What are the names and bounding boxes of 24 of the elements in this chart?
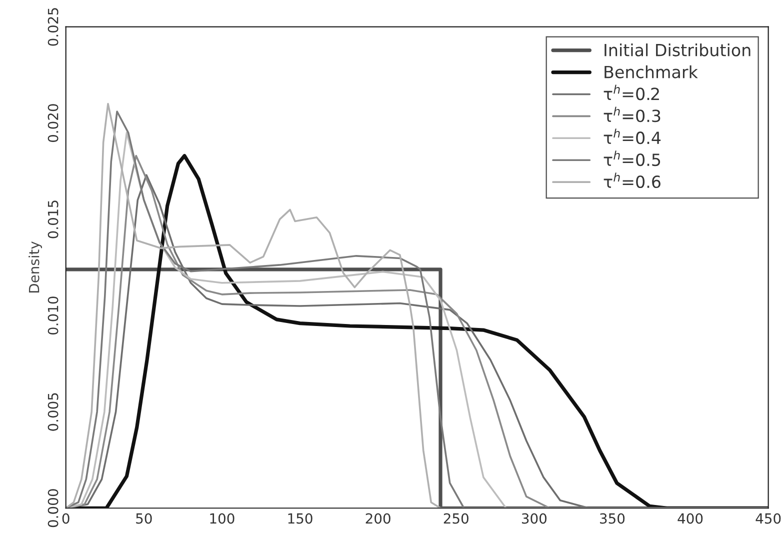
x-tick-label: 150: [288, 513, 312, 524]
legend-label: τ$^{h}$=0.5: [604, 150, 660, 166]
y-tick-label: 0.020: [48, 104, 58, 142]
x-tick-label: 300: [522, 513, 546, 524]
legend-label: Initial Distribution: [604, 43, 750, 56]
y-tick-label: 0.025: [48, 8, 58, 46]
x-tick-label: 250: [444, 513, 468, 524]
x-tick-label: 200: [366, 513, 390, 524]
y-tick-label: 0.000: [48, 489, 58, 528]
x-tick-label: 350: [600, 513, 625, 524]
x-tick-label: 400: [678, 513, 703, 524]
y-axis-title: Density: [28, 241, 42, 292]
legend-label: Benchmark: [604, 65, 698, 78]
y-tick-label: 0.010: [48, 296, 58, 335]
legend-label: τ$^{h}$=0.6: [604, 172, 660, 188]
legend-label: τ$^{h}$=0.3: [604, 106, 660, 122]
legend-label: τ$^{h}$=0.2: [604, 84, 659, 100]
x-tick-label: 450: [756, 513, 781, 524]
legend-label: τ$^{h}$=0.4: [604, 128, 661, 144]
x-tick-label: 0: [62, 513, 70, 524]
y-tick-label: 0.015: [48, 200, 58, 238]
x-tick-label: 100: [210, 513, 234, 524]
x-tick-label: 50: [136, 513, 152, 524]
y-tick-label: 0.005: [48, 393, 58, 431]
